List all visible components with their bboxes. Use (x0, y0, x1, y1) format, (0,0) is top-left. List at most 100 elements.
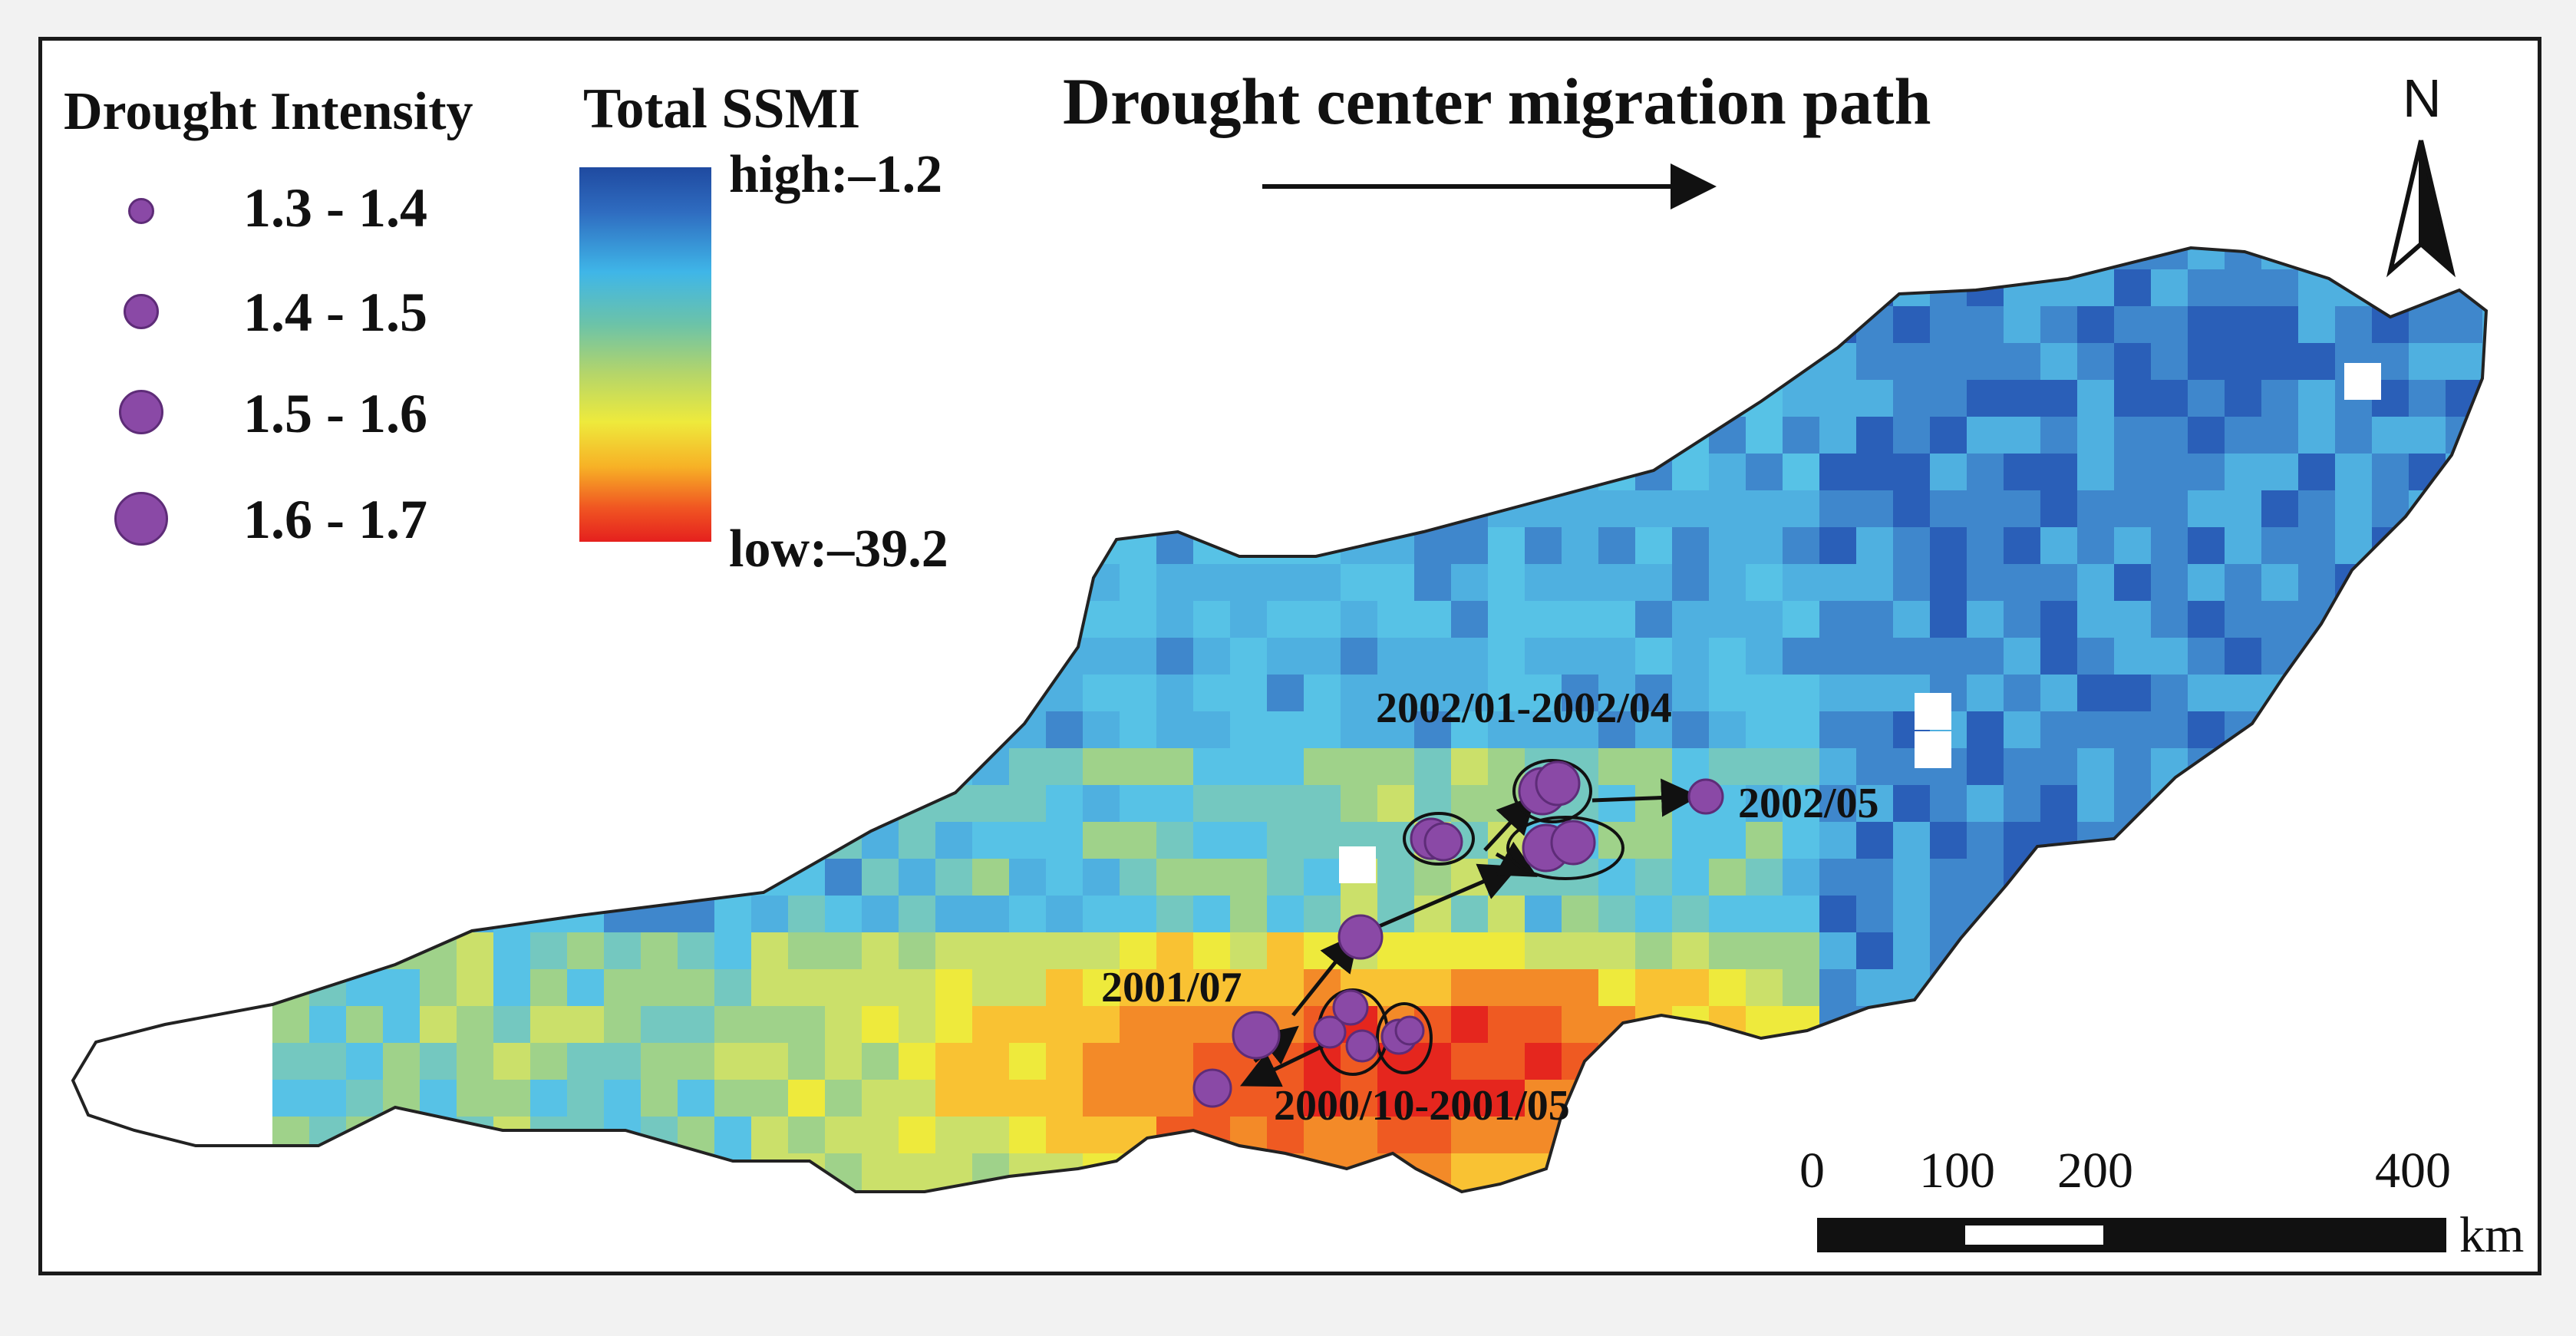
raster-cell (2261, 306, 2298, 343)
raster-cell (1562, 454, 1598, 490)
raster-cell (1193, 1190, 1230, 1192)
raster-cell (714, 1043, 751, 1080)
raster-cell (1156, 1153, 1193, 1190)
raster-cell (272, 564, 309, 601)
raster-cell (1967, 675, 2004, 711)
raster-cell (1488, 638, 1525, 675)
raster-cell (935, 932, 972, 969)
raster-cell (2225, 601, 2261, 638)
raster-cell (2409, 969, 2446, 1006)
raster-cell (1120, 896, 1156, 932)
raster-cell (1967, 248, 2004, 269)
raster-cell (1414, 932, 1451, 969)
raster-cell (1930, 638, 1967, 675)
raster-cell (2004, 711, 2040, 748)
raster-cell (2335, 675, 2372, 711)
raster-cell (2446, 1006, 2482, 1043)
raster-cell (1488, 564, 1525, 601)
raster-cell (899, 1080, 935, 1117)
raster-cell (788, 454, 825, 490)
raster-cell (2446, 454, 2482, 490)
raster-cell (1267, 859, 1304, 896)
raster-cell (972, 1006, 1009, 1043)
raster-cell (2446, 564, 2482, 601)
raster-cell (641, 1043, 678, 1080)
raster-cell (2482, 343, 2486, 380)
raster-cell (678, 859, 714, 896)
raster-cell (751, 306, 788, 343)
raster-cell (1856, 417, 1893, 454)
raster-cell (2004, 822, 2040, 859)
raster-cell (420, 785, 457, 822)
raster-cell (1635, 564, 1672, 601)
raster-cell (1377, 859, 1414, 896)
raster-cell (1120, 969, 1156, 1006)
raster-cell (2261, 638, 2298, 675)
raster-cell (714, 269, 751, 306)
raster-cell (1930, 269, 1967, 306)
raster-cell (1562, 417, 1598, 454)
raster-cell (2335, 748, 2372, 785)
raster-cell (493, 1006, 530, 1043)
raster-cell (862, 969, 899, 1006)
raster-cell (2004, 896, 2040, 932)
drought-map (71, 140, 2489, 1252)
region-outline (71, 246, 2489, 1194)
raster-cell (2482, 675, 2486, 711)
raster-cell (272, 638, 309, 675)
raster-cell (1009, 417, 1046, 454)
raster-cell (2188, 306, 2225, 343)
raster-cell (1893, 601, 1930, 638)
raster-cell (2335, 490, 2372, 527)
raster-cell (1856, 969, 1893, 1006)
raster-cell (530, 1080, 567, 1117)
raster-cell (788, 711, 825, 748)
raster-cell (1635, 490, 1672, 527)
raster-cell (2077, 248, 2114, 269)
raster-cell (2151, 269, 2188, 306)
raster-cell (2482, 822, 2486, 859)
raster-cell (2335, 638, 2372, 675)
raster-cell (2225, 343, 2261, 380)
raster-cell (1046, 454, 1083, 490)
raster-cell (1341, 785, 1377, 822)
raster-cell (1930, 527, 1967, 564)
raster-cell (1819, 490, 1856, 527)
raster-cell (493, 1190, 530, 1192)
raster-cell (2372, 1006, 2409, 1043)
raster-cell (2004, 1043, 2040, 1080)
raster-cell (1046, 306, 1083, 343)
raster-cell (1193, 490, 1230, 527)
raster-cell (2446, 822, 2482, 859)
raster-cell (935, 248, 972, 269)
raster-cell (1746, 748, 1783, 785)
raster-cell (788, 859, 825, 896)
raster-cell (2225, 1080, 2261, 1117)
raster-cell (972, 1043, 1009, 1080)
raster-cell (530, 269, 567, 306)
raster-cell (1746, 564, 1783, 601)
raster-cell (2261, 380, 2298, 417)
raster-cell (1746, 306, 1783, 343)
raster-cell (1709, 564, 1746, 601)
raster-cell (1451, 306, 1488, 343)
raster-cell (2004, 601, 2040, 638)
raster-cell (788, 1190, 825, 1192)
raster-cell (714, 343, 751, 380)
raster-cell (825, 248, 862, 269)
raster-cell (2335, 896, 2372, 932)
raster-cell (1488, 932, 1525, 969)
raster-cell (2298, 1117, 2335, 1153)
raster-cell (309, 711, 346, 748)
raster-cell (1083, 822, 1120, 859)
raster-cell (972, 638, 1009, 675)
raster-cell (2409, 269, 2446, 306)
raster-cell (1009, 306, 1046, 343)
raster-cell (2482, 380, 2486, 417)
raster-cell (935, 822, 972, 859)
raster-cell (2151, 675, 2188, 711)
raster-cell (1156, 454, 1193, 490)
raster-cell (2335, 859, 2372, 896)
raster-cell (1488, 527, 1525, 564)
raster-cell (1377, 969, 1414, 1006)
